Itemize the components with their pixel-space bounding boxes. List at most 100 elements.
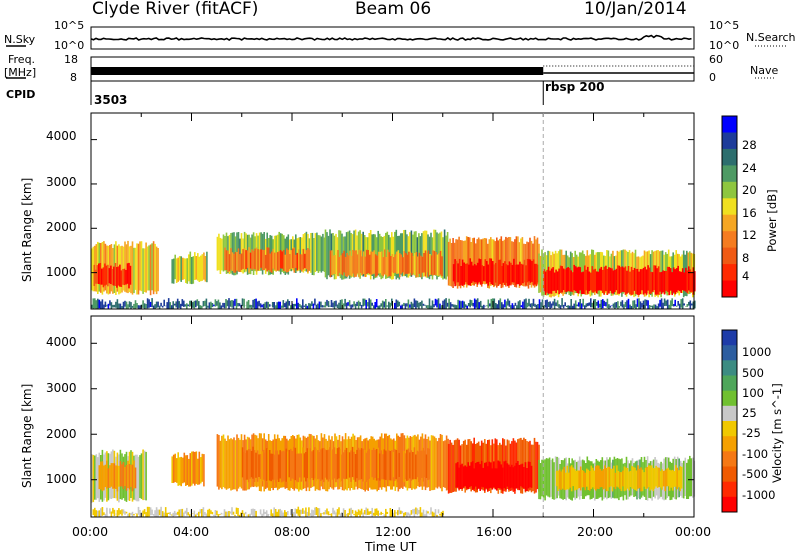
heatmap-cell [134, 467, 137, 489]
heatmap-cell [285, 448, 288, 482]
heatmap-cell [243, 298, 245, 308]
heatmap-cell [241, 298, 244, 306]
heatmap-cell [389, 508, 392, 517]
heatmap-cell [478, 302, 480, 309]
heatmap-cell [375, 508, 378, 516]
heatmap-cell [204, 512, 206, 516]
heatmap-cell [231, 439, 234, 490]
heatmap-cell [339, 448, 342, 482]
heatmap-cell [564, 269, 566, 292]
heatmap-cell [143, 303, 146, 309]
heatmap-cell [181, 508, 184, 517]
heatmap-cell [401, 304, 404, 309]
heatmap-cell [247, 300, 250, 309]
heatmap-cell [582, 271, 584, 294]
heatmap-cell [398, 301, 401, 307]
heatmap-cell [320, 301, 322, 308]
cpid-value-2: rbsp 200 [545, 80, 605, 94]
heatmap-cell [217, 299, 220, 309]
heatmap-cell [288, 449, 291, 478]
heatmap-cell [318, 301, 321, 309]
heatmap-cell [552, 301, 554, 306]
heatmap-cell [541, 299, 544, 308]
heatmap-cell [457, 299, 459, 309]
heatmap-cell [639, 269, 642, 294]
heatmap-cell [520, 238, 522, 284]
heatmap-cell [259, 303, 262, 308]
heatmap-cell [318, 452, 321, 479]
heatmap-cell [594, 299, 597, 309]
heatmap-cell [472, 302, 474, 307]
heatmap-cell [521, 237, 524, 286]
heatmap-cell [172, 454, 175, 483]
heatmap-cell [639, 301, 642, 309]
heatmap-cell [204, 300, 206, 307]
heatmap-cell [101, 268, 103, 285]
heatmap-cell [98, 299, 101, 309]
heatmap-cell [455, 305, 458, 309]
heatmap-cell [404, 453, 407, 480]
heatmap-cell [653, 468, 656, 489]
heatmap-cell [309, 448, 312, 480]
heatmap-cell [664, 470, 666, 492]
heatmap-cell [255, 247, 258, 272]
heatmap-cell [554, 456, 557, 500]
heatmap-cell [499, 259, 502, 284]
heatmap-cell [432, 435, 434, 491]
heatmap-cell [306, 448, 309, 479]
heatmap-cell [580, 303, 583, 309]
heatmap-cell [442, 441, 445, 488]
heatmap-cell [392, 512, 395, 517]
heatmap-cell [125, 301, 128, 309]
heatmap-cell [555, 302, 557, 307]
heatmap-cell [123, 268, 126, 286]
power-ytick: 1000 [46, 265, 77, 279]
heatmap-cell [104, 513, 107, 517]
nsky-label: N.Sky [4, 33, 36, 46]
heatmap-cell [192, 256, 195, 284]
heatmap-cell [306, 305, 309, 309]
heatmap-cell [390, 256, 392, 277]
heatmap-cell [395, 512, 398, 514]
freq-unit-label: [MHz] [4, 66, 37, 79]
heatmap-cell [336, 509, 339, 517]
heatmap-cell [201, 305, 203, 309]
heatmap-cell [267, 448, 269, 483]
heatmap-cell [354, 510, 357, 517]
heatmap-cell [535, 304, 538, 309]
heatmap-cell [324, 449, 327, 478]
heatmap-cell [673, 471, 675, 487]
heatmap-cell [359, 302, 361, 306]
heatmap-cell [391, 254, 394, 273]
heatmap-cell [276, 252, 279, 271]
heatmap-cell [318, 508, 321, 517]
heatmap-cell [317, 235, 320, 273]
heatmap-cell [674, 299, 676, 307]
power-ytick: 3000 [46, 175, 77, 189]
heatmap-cell [326, 299, 328, 306]
heatmap-cell [468, 465, 471, 488]
heatmap-cell [540, 302, 542, 309]
heatmap-cell [335, 300, 337, 307]
heatmap-cell [411, 253, 413, 276]
heatmap-cell [527, 461, 530, 489]
heatmap-cell [227, 435, 229, 489]
heatmap-cell [146, 298, 149, 309]
heatmap-cell [107, 468, 110, 488]
colorbar-segment [722, 345, 737, 361]
heatmap-cell [638, 271, 640, 296]
heatmap-cell [250, 304, 253, 309]
heatmap-cell [539, 463, 542, 500]
colorbar-frame [721, 329, 738, 513]
heatmap-cell [237, 437, 240, 489]
heatmap-cell [342, 303, 345, 309]
heatmap-cell [428, 513, 431, 515]
heatmap-cell [228, 439, 231, 489]
heatmap-cell [91, 304, 93, 309]
heatmap-cell [199, 509, 202, 514]
nsky-line [90, 34, 692, 41]
heatmap-cell [271, 302, 274, 308]
velocity-ytick: 2000 [46, 427, 77, 441]
power-cb-tick: 8 [742, 251, 750, 265]
colorbar-segment [722, 360, 737, 376]
